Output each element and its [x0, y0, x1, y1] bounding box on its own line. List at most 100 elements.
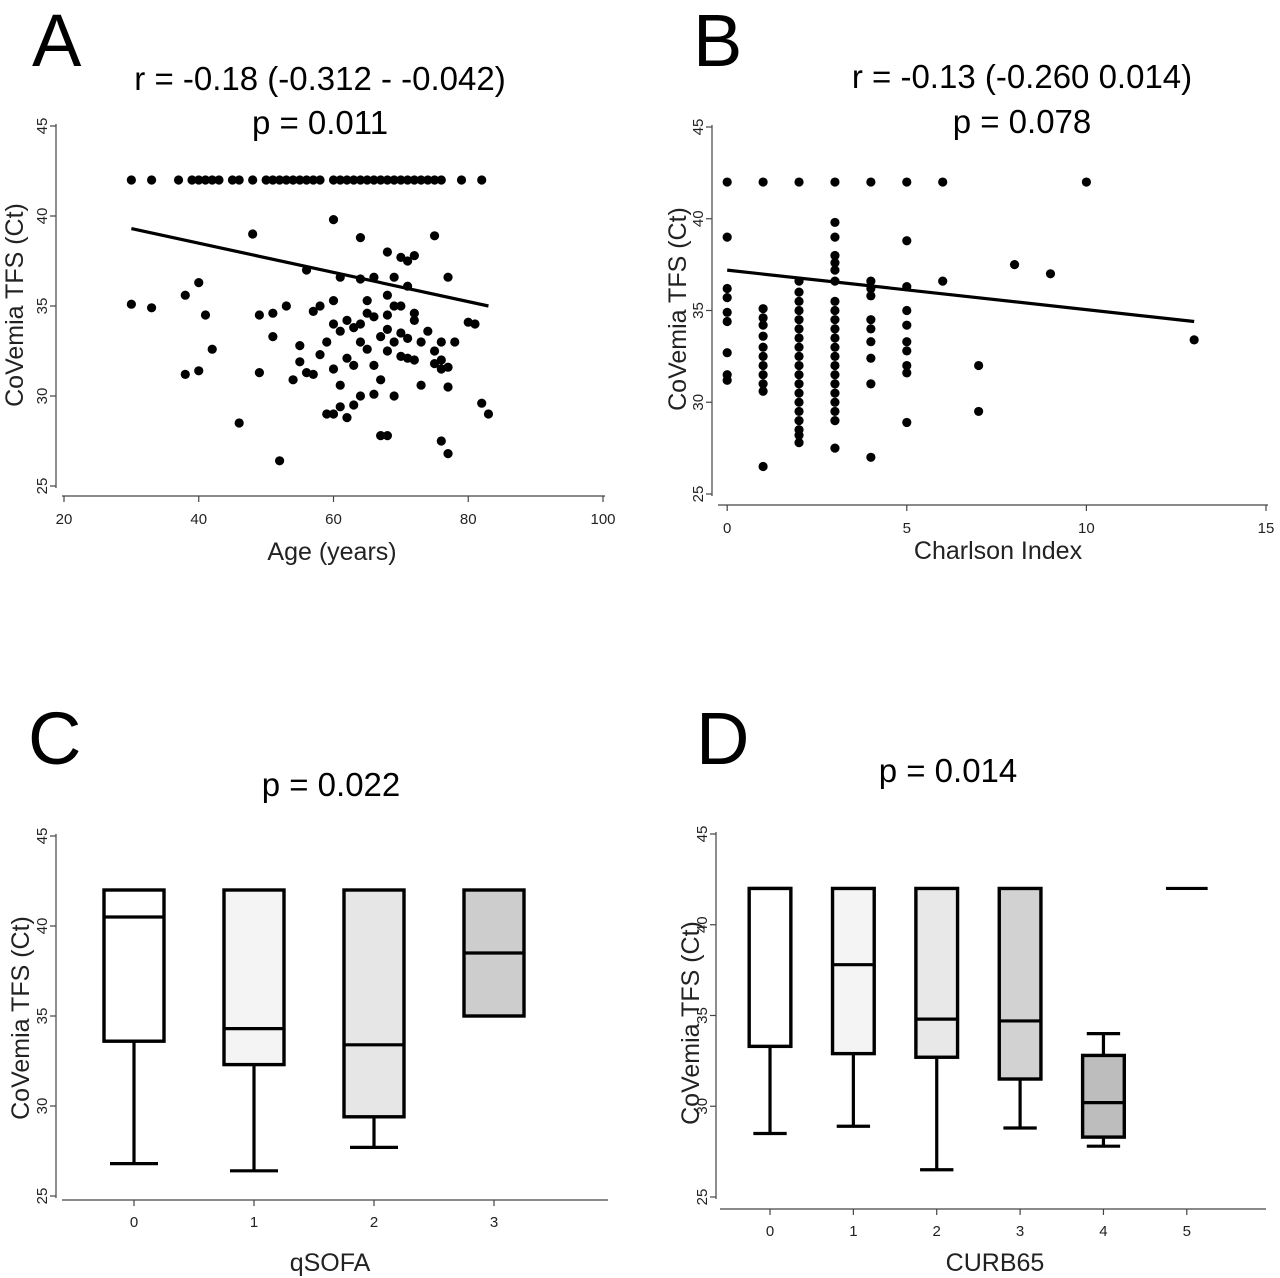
- box-2: [914, 886, 960, 1172]
- data-point: [349, 175, 359, 185]
- data-point: [227, 175, 238, 185]
- x-tick-label: 10: [1078, 520, 1095, 537]
- data-point: [794, 177, 804, 187]
- data-point: [409, 355, 419, 365]
- x-tick-label: 2: [933, 1223, 941, 1240]
- data-point: [794, 388, 804, 398]
- data-point: [335, 380, 345, 390]
- data-point: [830, 265, 840, 275]
- data-point: [335, 175, 345, 185]
- data-point: [436, 355, 446, 365]
- data-point: [436, 436, 446, 446]
- panel-label-d: D: [696, 697, 749, 780]
- data-point: [722, 316, 732, 327]
- data-point: [194, 175, 204, 185]
- data-point: [396, 252, 406, 262]
- y-tick-label: 30: [34, 388, 51, 405]
- data-point: [830, 397, 840, 407]
- data-point: [443, 449, 453, 459]
- data-point: [342, 315, 352, 325]
- data-point: [322, 337, 332, 347]
- regression-line: [131, 227, 489, 308]
- data-point: [328, 296, 339, 306]
- panel-a-correlation: r = -0.18 (-0.312 - -0.042): [134, 60, 505, 97]
- data-point: [362, 175, 372, 185]
- data-point: [295, 341, 305, 351]
- data-point: [902, 417, 912, 428]
- data-point: [423, 326, 433, 336]
- data-point: [830, 360, 840, 371]
- data-point: [248, 175, 258, 185]
- data-point: [722, 293, 732, 303]
- data-point: [758, 342, 768, 352]
- x-axis-label: CURB65: [946, 1249, 1045, 1277]
- data-point: [281, 301, 291, 311]
- data-point: [443, 382, 453, 392]
- data-point: [794, 296, 804, 306]
- data-point: [146, 175, 157, 185]
- data-point: [355, 319, 366, 329]
- data-point: [180, 369, 190, 379]
- y-tick-label: 35: [34, 1008, 51, 1025]
- data-point: [722, 348, 732, 358]
- data-point: [794, 287, 804, 297]
- data-point: [173, 175, 184, 185]
- data-point: [126, 175, 136, 185]
- data-point: [866, 315, 876, 325]
- box-0: [102, 888, 166, 1166]
- data-point: [830, 443, 840, 453]
- box-3: [997, 886, 1043, 1130]
- y-tick-label: 35: [34, 298, 51, 315]
- data-point: [794, 333, 804, 343]
- x-tick-label: 20: [56, 511, 73, 528]
- y-tick-label: 35: [690, 302, 707, 319]
- data-point: [369, 360, 379, 370]
- data-point: [194, 366, 204, 376]
- box-4: [1080, 1032, 1126, 1148]
- data-point: [758, 379, 768, 389]
- y-tick-label: 45: [34, 118, 51, 135]
- data-point: [794, 430, 804, 440]
- data-point: [281, 175, 291, 185]
- data-point: [1009, 260, 1020, 270]
- data-point: [268, 332, 278, 342]
- data-point: [758, 304, 768, 314]
- data-point: [362, 308, 372, 318]
- data-point: [376, 175, 386, 185]
- data-point: [389, 301, 399, 311]
- box-3: [462, 888, 526, 1018]
- data-point: [866, 291, 876, 301]
- data-point: [194, 278, 204, 288]
- x-tick-label: 100: [590, 511, 615, 528]
- data-point: [275, 175, 285, 185]
- data-point: [369, 389, 379, 399]
- y-tick-label: 40: [34, 918, 51, 935]
- data-point: [866, 379, 876, 389]
- data-point: [389, 391, 399, 401]
- data-point: [902, 368, 912, 378]
- data-point: [396, 175, 406, 185]
- box-0: [747, 886, 793, 1136]
- y-tick-label: 40: [690, 210, 707, 227]
- data-point: [349, 323, 359, 333]
- data-point: [436, 175, 446, 185]
- data-point: [902, 177, 912, 187]
- data-point: [974, 406, 984, 417]
- data-point: [328, 175, 339, 185]
- data-point: [416, 175, 426, 185]
- data-point: [126, 299, 136, 309]
- data-point: [362, 344, 372, 354]
- data-point: [866, 177, 876, 187]
- data-point: [301, 175, 312, 185]
- data-point: [758, 360, 768, 371]
- data-point: [722, 283, 732, 294]
- data-point: [396, 328, 406, 338]
- panel-b: B r = -0.13 (-0.260 0.014) p = 0.078 25 3…: [664, 0, 1274, 565]
- data-point: [308, 175, 318, 185]
- data-point: [758, 313, 768, 323]
- data-point: [248, 229, 258, 239]
- data-point: [794, 397, 804, 407]
- data-point: [349, 360, 359, 370]
- box-body: [830, 886, 876, 1056]
- data-point: [830, 333, 840, 343]
